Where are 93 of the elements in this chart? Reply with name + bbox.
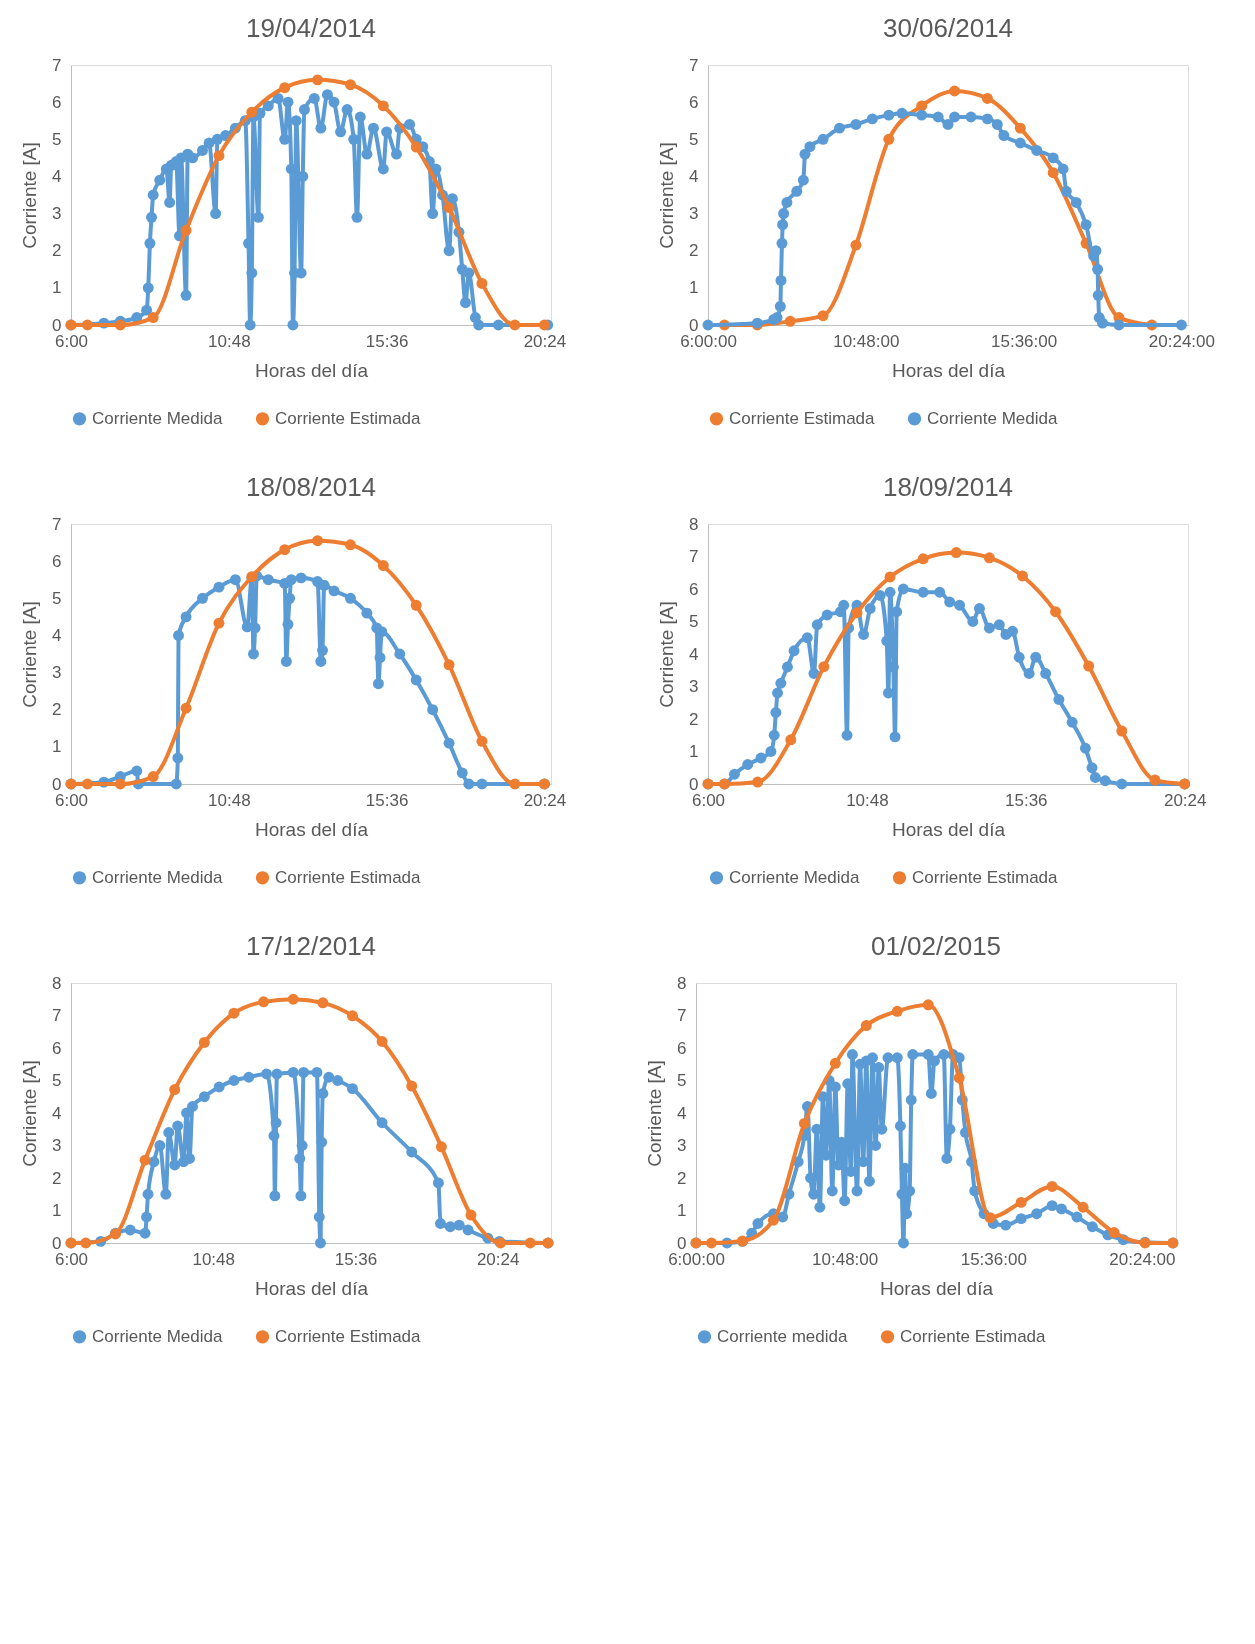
x-tick-label: 20:24:00 [1109,1249,1176,1269]
legend-label: Corriente Medida [92,408,223,428]
x-tick-label: 10:48 [208,331,251,351]
x-axis-title: Horas del día [891,818,1006,840]
y-tick-label: 3 [689,204,699,224]
y-tick-label: 5 [689,612,699,631]
y-tick-label: 4 [689,644,699,664]
y-tick-label: 7 [52,55,62,75]
chart-title: 30/06/2014 [882,13,1014,43]
y-tick-label: 7 [677,1006,687,1025]
x-tick-label: 20:24 [523,790,567,810]
y-tick-label: 7 [689,55,699,75]
y-tick-label: 5 [52,588,62,608]
x-tick-label: 20:24 [476,1249,520,1269]
x-axis-title: Horas del día [254,359,369,381]
y-tick-label: 3 [677,1136,687,1155]
x-tick-label: 15:36:00 [991,331,1058,351]
x-tick-label: 15:36 [334,1249,378,1269]
chart-title: 18/09/2014 [882,472,1014,502]
y-tick-label: 2 [689,241,699,261]
y-axis-title: Corriente [A] [656,142,678,249]
y-tick-label: 5 [52,129,62,149]
y-tick-label: 2 [52,1168,62,1188]
y-tick-label: 1 [52,1201,62,1220]
y-tick-label: 7 [689,547,699,566]
legend-label: Corriente Estimada [900,1326,1047,1346]
y-tick-label: 6 [677,1038,687,1058]
y-tick-label: 3 [52,663,62,683]
y-tick-label: 2 [52,700,62,720]
y-tick-label: 1 [689,742,699,761]
y-tick-label: 5 [689,129,699,149]
y-axis-title: Corriente [A] [644,1060,666,1167]
legend-label: Corriente Estimada [275,1326,422,1346]
y-tick-label: 2 [52,241,62,261]
x-tick-label: 20:24 [523,331,567,351]
legend-label: Corriente Estimada [275,867,422,887]
chart-title: 19/04/2014 [245,13,377,43]
y-tick-label: 6 [52,1038,62,1058]
x-tick-label: 15:36 [1005,790,1048,810]
x-tick-label: 10:48 [846,790,889,810]
y-tick-label: 6 [689,92,699,112]
legend-label: Corriente Medida [927,408,1058,428]
y-tick-label: 1 [52,278,62,298]
legend-label: Corriente Estimada [912,867,1059,887]
y-tick-label: 1 [689,278,699,298]
y-axis-title: Corriente [A] [19,601,41,708]
chart-title: 18/08/2014 [245,472,377,502]
y-tick-label: 8 [677,973,687,993]
x-tick-label: 20:24:00 [1148,331,1216,351]
x-tick-label: 20:24 [1163,790,1207,810]
y-tick-label: 4 [689,166,699,186]
legend-label: Corriente medida [717,1326,848,1346]
chart-title: 17/12/2014 [245,931,377,961]
y-tick-label: 2 [677,1168,687,1188]
y-tick-label: 2 [689,709,699,729]
y-tick-label: 5 [52,1071,62,1090]
legend-label: Corriente Medida [92,1326,223,1346]
y-tick-label: 4 [52,625,62,645]
legend-label: Corriente Medida [729,867,860,887]
y-tick-label: 5 [677,1071,687,1090]
y-tick-label: 1 [677,1201,687,1220]
y-tick-label: 3 [52,204,62,224]
legend-label: Corriente Medida [92,867,223,887]
y-tick-label: 6 [52,92,62,112]
y-tick-label: 4 [52,1103,62,1123]
y-tick-label: 7 [52,514,62,534]
x-tick-label: 10:48 [192,1249,235,1269]
x-tick-label: 15:36 [365,331,409,351]
y-axis-title: Corriente [A] [656,601,678,708]
x-axis-title: Horas del día [254,1277,369,1299]
y-axis-title: Corriente [A] [19,142,41,249]
y-tick-label: 8 [689,514,699,534]
x-axis-title: Horas del día [254,818,369,840]
x-tick-label: 15:36 [365,790,409,810]
y-tick-label: 6 [689,579,699,599]
y-tick-label: 4 [52,166,62,186]
chart-title: 01/02/2015 [870,931,1002,961]
legend-label: Corriente Estimada [729,408,876,428]
x-axis-title: Horas del día [879,1277,994,1299]
y-tick-label: 3 [689,677,699,696]
y-tick-label: 6 [52,551,62,571]
y-axis-title: Corriente [A] [19,1060,41,1167]
legend-label: Corriente Estimada [275,408,422,428]
x-tick-label: 10:48 [208,790,251,810]
y-tick-label: 1 [52,737,62,757]
x-tick-label: 10:48:00 [812,1249,879,1269]
x-axis-title: Horas del día [891,359,1006,381]
y-tick-label: 7 [52,1006,62,1025]
x-tick-label: 15:36:00 [960,1249,1027,1269]
x-tick-label: 10:48:00 [833,331,900,351]
y-tick-label: 8 [52,973,62,993]
y-tick-label: 3 [52,1136,62,1155]
y-tick-label: 4 [677,1103,687,1123]
